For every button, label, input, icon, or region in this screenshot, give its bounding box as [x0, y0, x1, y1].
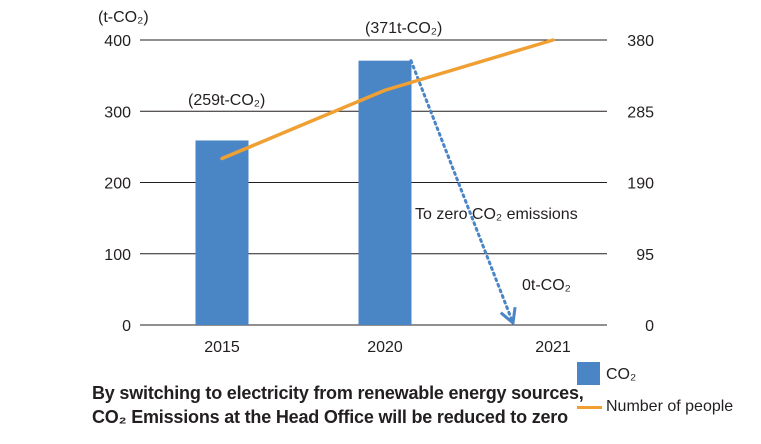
left-tick-label: 400 — [104, 33, 131, 50]
bar-2020 — [358, 60, 412, 325]
caption-line-1: By switching to electricity from renewab… — [92, 383, 584, 403]
legend-line-swatch — [577, 406, 602, 409]
left-axis-unit: (t-CO₂) — [98, 9, 149, 26]
bars — [195, 60, 412, 325]
x-axis-ticks: 2015 2020 2021 — [204, 339, 571, 356]
left-tick-label: 0 — [122, 318, 131, 335]
bar-label-2015: (259t-CO₂) — [188, 92, 265, 109]
left-axis-ticks: 0 100 200 300 400 — [104, 33, 131, 335]
zero-label: 0t-CO₂ — [522, 277, 571, 294]
left-tick-label: 300 — [104, 104, 131, 121]
left-tick-label: 200 — [104, 176, 131, 193]
legend-bar-swatch — [577, 362, 600, 385]
people-line — [220, 38, 555, 161]
right-axis-ticks: 0 95 190 285 380 — [627, 33, 654, 335]
people-line-path — [220, 38, 555, 161]
x-tick-label: 2021 — [535, 339, 571, 356]
bar-label-2020: (371t-CO₂) — [365, 20, 442, 37]
caption-line-2: CO₂ Emissions at the Head Office will be… — [92, 407, 568, 427]
arrow-annotation: To zero CO₂ emissions — [415, 206, 578, 223]
right-tick-label: 380 — [627, 33, 654, 50]
legend-bar-label: CO₂ — [606, 366, 637, 383]
x-tick-label: 2015 — [204, 339, 240, 356]
legend-line-label: Number of people — [606, 398, 734, 415]
x-tick-label: 2020 — [367, 339, 403, 356]
right-tick-label: 190 — [627, 176, 654, 193]
right-tick-label: 0 — [645, 318, 654, 335]
projection-arrowhead — [499, 306, 517, 326]
bar-2015 — [195, 140, 249, 325]
right-tick-label: 95 — [636, 247, 654, 264]
caption: By switching to electricity from renewab… — [92, 381, 584, 429]
projection-arrow — [409, 59, 517, 326]
projection-line — [409, 59, 515, 325]
left-tick-label: 100 — [104, 247, 131, 264]
right-tick-label: 285 — [627, 104, 654, 121]
